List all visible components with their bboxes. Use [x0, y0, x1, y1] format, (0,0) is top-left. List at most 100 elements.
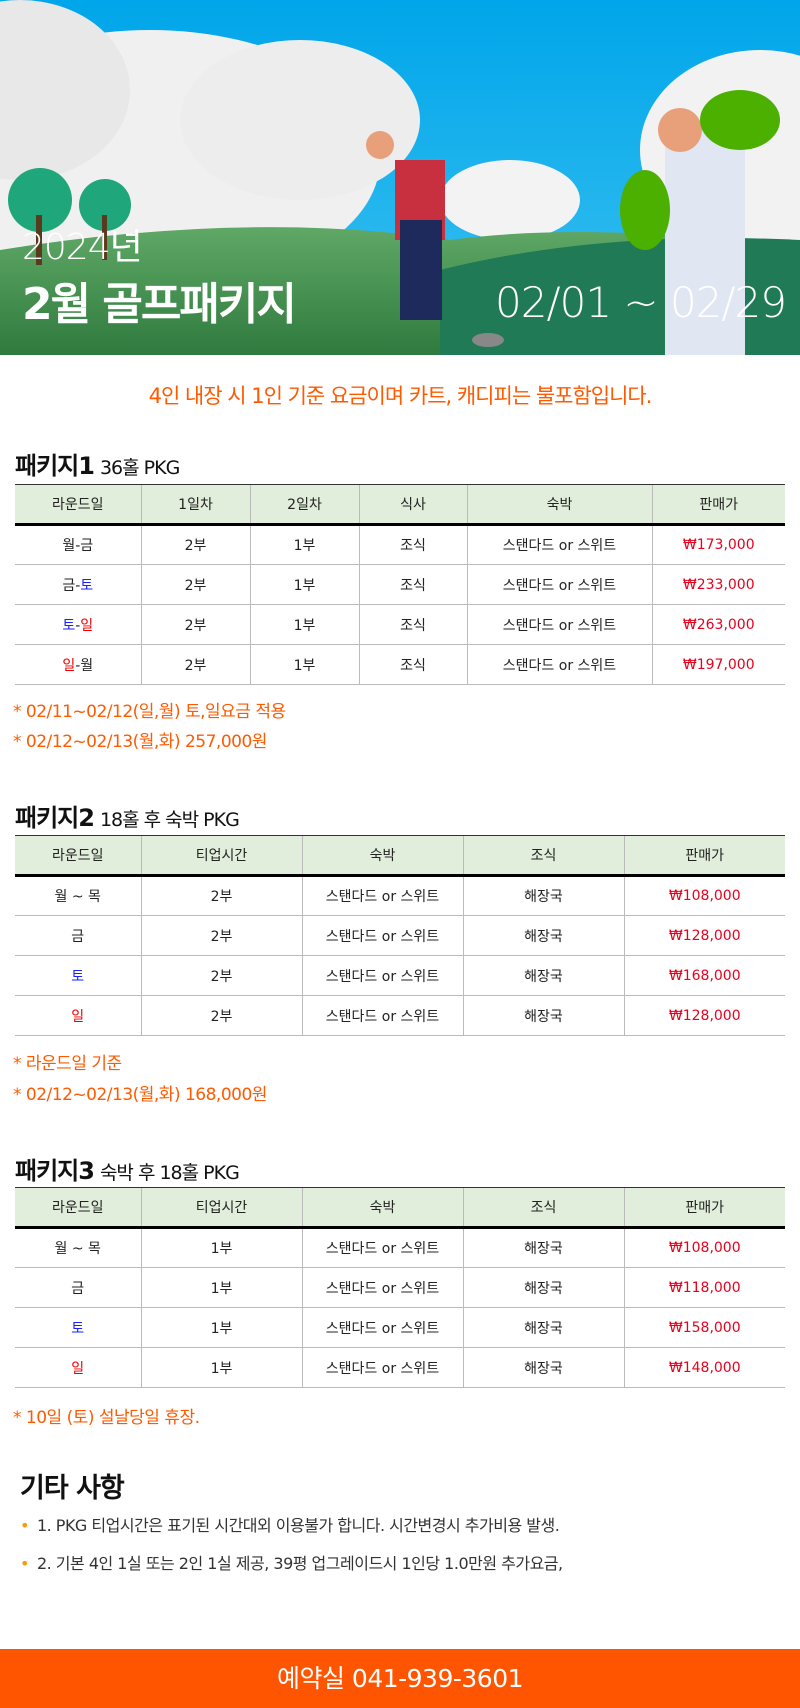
price-cell: ₩173,000	[651, 524, 785, 565]
column-header: 라운드일	[15, 835, 141, 877]
day-label: 토	[71, 1320, 85, 1337]
table-cell: 1부	[249, 524, 359, 565]
package-name: 패키지3	[15, 1157, 95, 1185]
round-day: 월-금	[15, 524, 141, 565]
table-cell: 1부	[140, 1347, 302, 1388]
day-label: 일	[62, 657, 76, 674]
reservation-phone-bar[interactable]: 예약실 041-939-3601	[0, 1649, 800, 1708]
package-table: 라운드일 티업시간 숙박 조식 판매가 월 ~ 목 2부 스탠다드 or 스위트 해장국 ₩108…	[15, 835, 785, 1036]
table-cell: 해장국	[462, 955, 624, 996]
price-cell: ₩158,000	[623, 1307, 785, 1348]
column-header: 식사	[358, 484, 467, 526]
table-cell: 스탠다드 or 스위트	[301, 875, 463, 916]
table-cell: 2부	[140, 644, 250, 685]
table-row: 월-금 2부 1부 조식 스탠다드 or 스위트 ₩173,000	[15, 524, 785, 565]
table-cell: 스탠다드 or 스위트	[301, 1307, 463, 1348]
table-row: 토-일 2부 1부 조식 스탠다드 or 스위트 ₩263,000	[15, 604, 785, 645]
etc-item-text: 2. 기본 4인 1실 또는 2인 1실 제공, 39평 업그레이드시 1인당 …	[36, 1554, 563, 1573]
column-header: 숙박	[301, 835, 463, 877]
table-row: 월 ~ 목 1부 스탠다드 or 스위트 해장국 ₩108,000	[15, 1227, 785, 1268]
price-cell: ₩263,000	[651, 604, 785, 645]
package-note: * 02/11~02/12(일,월) 토,일요금 적용	[13, 702, 286, 722]
etc-item: • 1. PKG 티업시간은 표기된 시간대외 이용불가 합니다. 시간변경시 추…	[20, 1512, 560, 1536]
day-label: 토	[80, 577, 94, 594]
price-cell: ₩108,000	[623, 1227, 785, 1268]
package-note: * 10일 (토) 설날당일 휴장.	[13, 1408, 200, 1428]
table-cell: 스탠다드 or 스위트	[301, 915, 463, 956]
table-cell: 해장국	[462, 1347, 624, 1388]
round-day: 금	[15, 915, 141, 956]
day-label: 월 ~ 목	[54, 1241, 101, 1257]
table-cell: 해장국	[462, 1307, 624, 1348]
column-header: 판매가	[623, 1187, 785, 1229]
price-cell: ₩108,000	[623, 875, 785, 916]
price-cell: ₩128,000	[623, 915, 785, 956]
table-cell: 2부	[140, 955, 302, 996]
package-table: 라운드일 1일차 2일차 식사 숙박 판매가 월-금 2부 1부 조식 스탠다드 or 스위트 ₩17…	[15, 484, 785, 685]
table-cell: 2부	[140, 604, 250, 645]
table-row: 토 2부 스탠다드 or 스위트 해장국 ₩168,000	[15, 955, 785, 996]
round-day: 금	[15, 1267, 141, 1308]
table-row: 금-토 2부 1부 조식 스탠다드 or 스위트 ₩233,000	[15, 564, 785, 605]
package-name: 패키지2	[15, 804, 95, 832]
round-day: 일	[15, 995, 141, 1036]
table-cell: 스탠다드 or 스위트	[466, 644, 652, 685]
round-day: 금-토	[15, 564, 141, 605]
day-label: 토	[62, 617, 76, 634]
column-header: 티업시간	[140, 1187, 302, 1229]
column-header: 조식	[462, 835, 624, 877]
table-row: 토 1부 스탠다드 or 스위트 해장국 ₩158,000	[15, 1307, 785, 1348]
table-cell: 1부	[140, 1227, 302, 1268]
golf-illustration	[0, 0, 800, 355]
column-header: 라운드일	[15, 1187, 141, 1229]
day-label: -	[75, 538, 81, 554]
package-title: 패키지1 36홀 PKG	[15, 446, 180, 481]
banner-date-range: 02/01 ~ 02/29	[495, 278, 787, 327]
table-cell: 해장국	[462, 995, 624, 1036]
table-cell: 조식	[358, 564, 467, 605]
round-day: 일-월	[15, 644, 141, 685]
day-label: 일	[80, 617, 94, 634]
table-cell: 2부	[140, 995, 302, 1036]
table-cell: 2부	[140, 875, 302, 916]
day-label: 금	[71, 928, 85, 945]
package-name: 패키지1	[15, 452, 95, 480]
table-cell: 1부	[249, 644, 359, 685]
column-header: 1일차	[140, 484, 250, 526]
round-day: 일	[15, 1347, 141, 1388]
day-label: 금	[80, 538, 94, 554]
column-header: 티업시간	[140, 835, 302, 877]
table-row: 월 ~ 목 2부 스탠다드 or 스위트 해장국 ₩108,000	[15, 875, 785, 916]
table-cell: 해장국	[462, 1267, 624, 1308]
table-cell: 조식	[358, 644, 467, 685]
package-table: 라운드일 티업시간 숙박 조식 판매가 월 ~ 목 1부 스탠다드 or 스위트 해장국 ₩108…	[15, 1187, 785, 1388]
table-cell: 2부	[140, 564, 250, 605]
table-cell: 해장국	[462, 915, 624, 956]
table-row: 금 2부 스탠다드 or 스위트 해장국 ₩128,000	[15, 915, 785, 956]
round-day: 토	[15, 1307, 141, 1348]
round-day: 토-일	[15, 604, 141, 645]
table-cell: 1부	[249, 604, 359, 645]
table-row: 금 1부 스탠다드 or 스위트 해장국 ₩118,000	[15, 1267, 785, 1308]
price-cell: ₩128,000	[623, 995, 785, 1036]
package-subtitle: 36홀 PKG	[99, 457, 180, 479]
table-cell: 스탠다드 or 스위트	[301, 955, 463, 996]
column-header: 라운드일	[15, 484, 141, 526]
column-header: 2일차	[249, 484, 359, 526]
table-cell: 스탠다드 or 스위트	[301, 1347, 463, 1388]
package-note: * 02/12~02/13(월,화) 257,000원	[13, 732, 267, 752]
price-cell: ₩197,000	[651, 644, 785, 685]
bullet-icon: •	[20, 1554, 29, 1573]
table-row: 일 2부 스탠다드 or 스위트 해장국 ₩128,000	[15, 995, 785, 1036]
price-cell: ₩233,000	[651, 564, 785, 605]
banner: 2024년 2월 골프패키지 02/01 ~ 02/29	[0, 0, 800, 355]
table-cell: 스탠다드 or 스위트	[466, 564, 652, 605]
package-title: 패키지2 18홀 후 숙박 PKG	[15, 798, 240, 833]
day-label: -	[75, 617, 81, 634]
round-day: 월 ~ 목	[15, 875, 141, 916]
table-cell: 스탠다드 or 스위트	[466, 604, 652, 645]
table-cell: 조식	[358, 524, 467, 565]
column-header: 판매가	[651, 484, 785, 526]
price-cell: ₩168,000	[623, 955, 785, 996]
table-header: 라운드일 티업시간 숙박 조식 판매가	[15, 835, 785, 877]
